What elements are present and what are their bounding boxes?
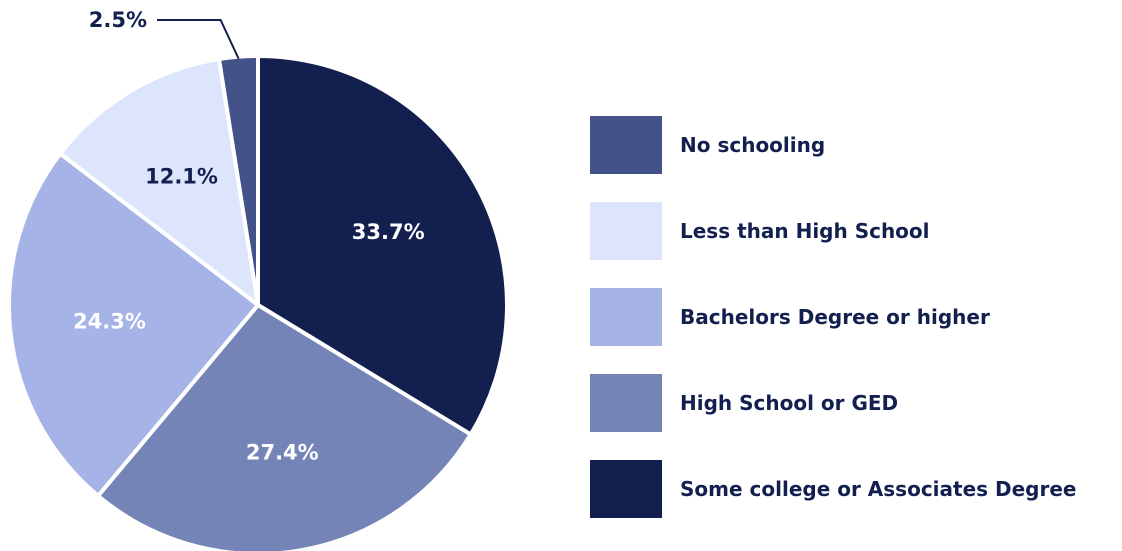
data-label-bachelors-degree-or-higher: 24.3% [73, 309, 146, 333]
data-label-no-schooling: 2.5% [89, 8, 147, 32]
legend-label-less-than-high-school: Less than High School [680, 219, 930, 243]
leader-line-no-schooling [157, 19, 240, 60]
legend-label-high-school-or-ged: High School or GED [680, 391, 899, 415]
legend-label-bachelors-degree: Bachelors Degree or higher [680, 305, 990, 329]
legend-label-some-college: Some college or Associates Degree [680, 477, 1077, 501]
legend-item-no-schooling: No schooling [590, 116, 1077, 174]
legend-swatch-no-schooling [590, 116, 662, 174]
pie-chart-plot: 33.7% 27.4% 24.3% 12.1% 2.5% [7, 8, 509, 551]
legend-item-some-college: Some college or Associates Degree [590, 460, 1077, 518]
legend-swatch-high-school-or-ged [590, 374, 662, 432]
pie-slice-bachelors-degree-or-higher [7, 151, 260, 498]
legend-swatch-bachelors-degree [590, 288, 662, 346]
pie-slice-some-college-or-associates-degree [256, 54, 509, 437]
legend-swatch-some-college [590, 460, 662, 518]
legend-swatch-less-than-high-school [590, 202, 662, 260]
legend-item-bachelors-degree: Bachelors Degree or higher [590, 288, 1077, 346]
legend-label-no-schooling: No schooling [680, 133, 826, 157]
chart-legend: No schooling Less than High School Bache… [590, 116, 1077, 546]
pie-slice-less-than-high-school [58, 57, 260, 307]
legend-item-high-school-or-ged: High School or GED [590, 374, 1077, 432]
data-label-some-college-or-associates-degree: 33.7% [352, 220, 425, 244]
data-label-high-school-or-ged: 27.4% [246, 440, 319, 464]
data-label-less-than-high-school: 12.1% [145, 165, 218, 189]
legend-item-less-than-high-school: Less than High School [590, 202, 1077, 260]
